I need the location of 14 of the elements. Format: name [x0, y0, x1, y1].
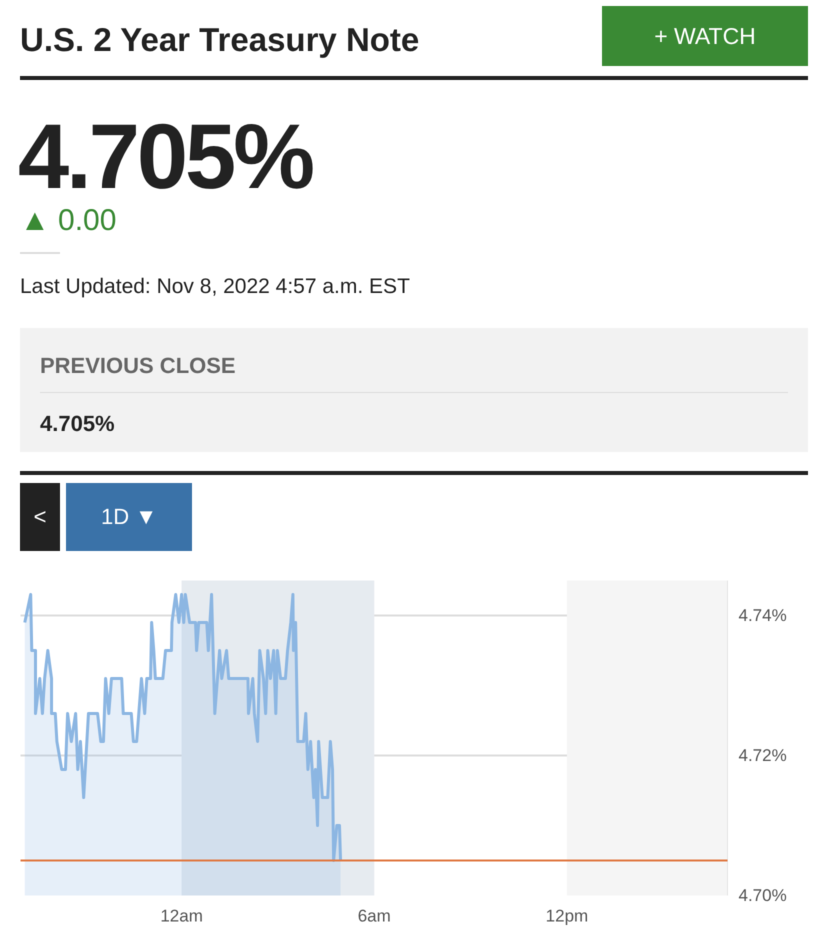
y-tick-label: 4.72% [738, 746, 787, 765]
text: < [20, 483, 60, 551]
x-tick-label: 6am [358, 906, 391, 926]
text: 1D ▼ [66, 483, 192, 551]
chart-title: U.S. 2 Year Treasury Note [20, 20, 420, 60]
text: + WATCH [602, 6, 808, 66]
text: PREVIOUS CLOSE [40, 352, 236, 380]
text: Last Updated: Nov 8, 2022 4:57 a.m. EST [20, 274, 410, 300]
x-tick-label: 12pm [546, 906, 588, 926]
y-tick-label: 4.74% [738, 606, 787, 625]
x-tick-label: 12am [160, 906, 203, 926]
text: ▲ 0.00 [20, 203, 116, 239]
y-tick-label: 4.70% [738, 886, 787, 905]
text: 4.705% [40, 410, 115, 438]
